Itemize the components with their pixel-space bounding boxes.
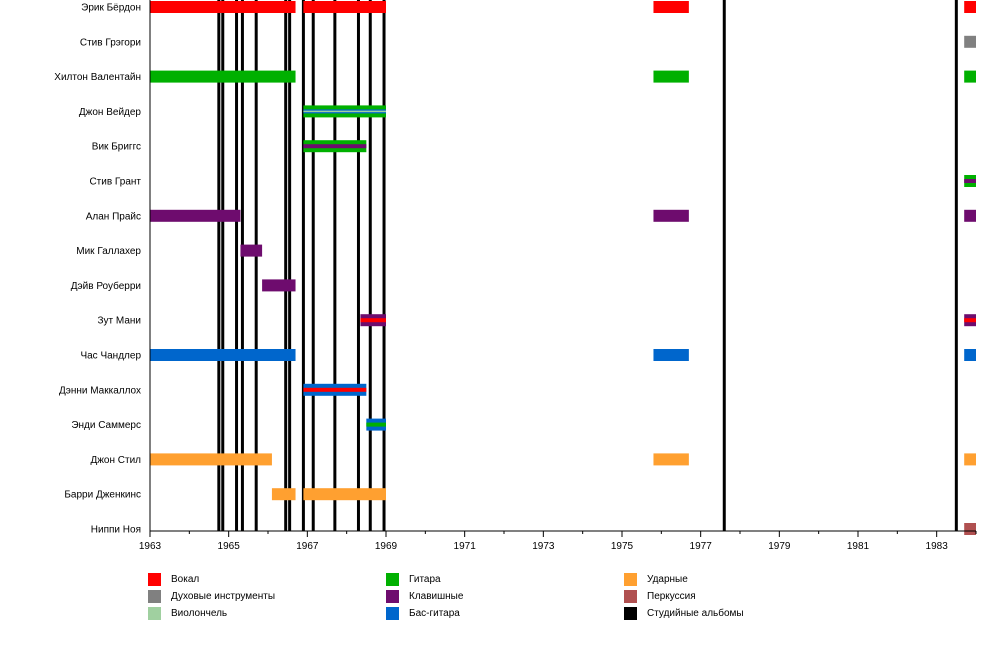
member-name: Эрик Бёрдон bbox=[81, 3, 141, 14]
member-bar bbox=[262, 279, 296, 292]
member-bar bbox=[240, 244, 263, 257]
member-bar-tertiary bbox=[303, 110, 386, 113]
member-bar bbox=[964, 1, 976, 13]
member-name: Дэнни Маккаллох bbox=[59, 385, 141, 396]
member-bar-secondary bbox=[964, 179, 976, 183]
member-bar bbox=[303, 488, 386, 501]
member-bar bbox=[150, 453, 272, 466]
member-bar bbox=[271, 488, 296, 501]
member-bars bbox=[150, 1, 976, 535]
member-bar bbox=[653, 1, 689, 13]
member-bar bbox=[653, 349, 689, 361]
x-tick-label: 1971 bbox=[454, 541, 477, 552]
x-tick-label: 1965 bbox=[218, 541, 241, 552]
member-name: Энди Саммерс bbox=[71, 420, 141, 431]
member-bar-secondary bbox=[964, 318, 976, 323]
member-name: Ниппи Ноя bbox=[91, 525, 141, 536]
member-names: Эрик Бёрдон Стив Грэгори Хилтон Валентайн Д… bbox=[54, 3, 141, 536]
member-bar bbox=[303, 1, 386, 13]
x-tick-label: 1981 bbox=[847, 541, 870, 552]
member-name: Алан Прайс bbox=[86, 211, 141, 222]
x-tick-label: 1967 bbox=[296, 541, 319, 552]
member-bar bbox=[150, 70, 296, 83]
member-name: Джон Вейдер bbox=[79, 107, 142, 118]
x-tick-label: 1983 bbox=[926, 541, 949, 552]
member-name: Мик Галлахер bbox=[76, 246, 141, 257]
member-name: Барри Дженкинс bbox=[64, 490, 141, 501]
member-bar bbox=[964, 349, 976, 361]
member-bar-secondary bbox=[360, 318, 386, 323]
x-tick-label: 1979 bbox=[768, 541, 791, 552]
member-name: Зут Мани bbox=[97, 316, 141, 327]
x-tick-label: 1973 bbox=[532, 541, 555, 552]
member-bar bbox=[150, 209, 241, 222]
member-name: Хилтон Валентайн bbox=[54, 72, 141, 83]
x-tick-label: 1977 bbox=[690, 541, 713, 552]
member-name: Стив Грэгори bbox=[80, 37, 141, 48]
member-name: Час Чандлер bbox=[80, 351, 141, 362]
member-bar-secondary bbox=[303, 144, 367, 149]
member-bar bbox=[653, 70, 689, 83]
x-tick-label: 1963 bbox=[139, 541, 162, 552]
album-lines bbox=[217, 0, 958, 531]
member-bar bbox=[150, 349, 296, 361]
member-bar bbox=[653, 209, 689, 222]
x-axis: 1963 1965 1967 1969 1971 1973 1975 1977 1979 1981… bbox=[139, 0, 977, 552]
member-bar-secondary bbox=[303, 387, 367, 392]
member-bar bbox=[964, 35, 976, 48]
member-name: Вик Бриггс bbox=[92, 142, 141, 153]
member-bar bbox=[964, 523, 976, 535]
member-bar bbox=[964, 453, 976, 466]
member-bar bbox=[964, 70, 976, 83]
member-name: Дэйв Роуберри bbox=[71, 280, 141, 292]
member-bar bbox=[653, 453, 689, 466]
x-tick-label: 1975 bbox=[611, 541, 634, 552]
member-bar-secondary bbox=[366, 422, 386, 427]
x-tick-label: 1969 bbox=[375, 541, 398, 552]
member-bar bbox=[964, 209, 976, 222]
member-name: Джон Стил bbox=[90, 455, 141, 466]
member-bar bbox=[150, 1, 296, 13]
member-name: Стив Грант bbox=[89, 177, 141, 188]
